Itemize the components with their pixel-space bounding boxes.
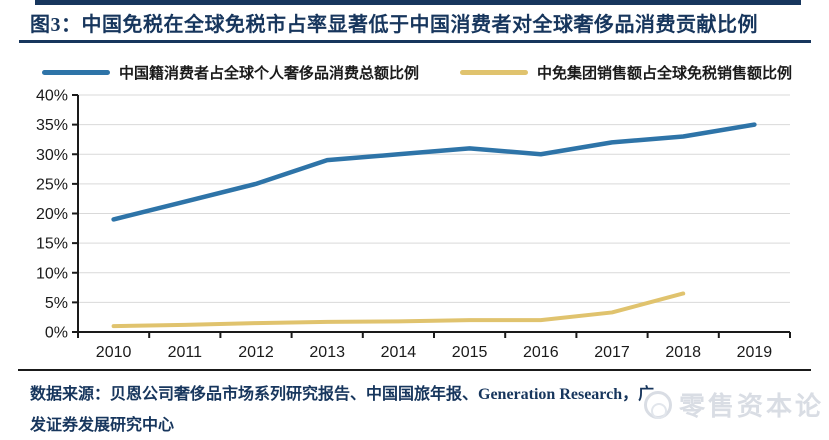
y-axis-label: 40% [36, 88, 68, 105]
x-axis-label: 2016 [523, 344, 559, 361]
x-axis-label: 2019 [737, 344, 773, 361]
figure-title: 图3：中国免税在全球免税市占率显著低于中国消费者对全球奢侈品消费贡献比例 [30, 14, 758, 36]
x-axis-label: 2011 [168, 344, 203, 361]
legend-label-consumers: 中国籍消费者占全球个人奢侈品消费总额比例 [119, 66, 420, 82]
y-axis-label: 10% [36, 265, 68, 282]
footer-divider [18, 369, 811, 371]
x-axis-label: 2017 [594, 344, 630, 361]
yellow-line-swatch [459, 70, 528, 75]
x-axis-label: 2015 [452, 344, 488, 361]
x-axis-label: 2010 [96, 344, 132, 361]
y-axis-label: 35% [36, 117, 68, 134]
x-axis-label: 2013 [309, 344, 345, 361]
top-accent-bar [35, 0, 801, 5]
x-axis-label: 2012 [238, 344, 274, 361]
y-axis-label: 5% [45, 295, 68, 312]
y-axis-label: 15% [36, 236, 68, 253]
chart-legend: 中国籍消费者占全球个人奢侈品消费总额比例 中免集团销售额占全球免税销售额比例 [42, 62, 792, 83]
y-axis-label: 20% [36, 206, 68, 223]
legend-label-cdfg: 中免集团销售额占全球免税销售额比例 [536, 66, 792, 82]
y-axis-label: 30% [36, 147, 68, 164]
blue-line-swatch [42, 70, 110, 75]
data-source-line2: 发证券发展研究中心 [30, 417, 175, 434]
title-underline [19, 40, 811, 43]
y-axis-label: 0% [45, 325, 68, 342]
data-source-line1: 数据来源：贝恩公司奢侈品市场系列研究报告、中国国旅年报、Generation R… [30, 386, 655, 403]
series-line-1 [111, 291, 686, 329]
x-axis-label: 2014 [381, 344, 417, 361]
x-axis-label: 2018 [665, 344, 701, 361]
data-source: 数据来源：贝恩公司奢侈品市场系列研究报告、中国国旅年报、Generation R… [30, 379, 825, 440]
legend-item-consumers: 中国籍消费者占全球个人奢侈品消费总额比例 [42, 62, 419, 83]
series-line-0 [111, 122, 757, 222]
y-axis-label: 25% [36, 176, 68, 193]
line-chart: 0% 5% 10% 15% 20% 25% 30% 35% 40% 2010 2011 2012 201… [36, 88, 791, 361]
legend-item-cdfg: 中免集团销售额占全球免税销售额比例 [459, 62, 792, 83]
